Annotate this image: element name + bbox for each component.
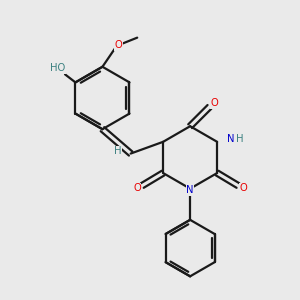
Text: O: O <box>133 184 141 194</box>
Text: HO: HO <box>50 63 65 74</box>
Text: O: O <box>211 98 219 108</box>
Text: O: O <box>239 184 247 194</box>
Text: H: H <box>114 146 122 156</box>
Text: H: H <box>236 134 243 144</box>
Text: O: O <box>115 40 123 50</box>
Text: N: N <box>186 185 194 195</box>
Text: N: N <box>227 134 234 144</box>
